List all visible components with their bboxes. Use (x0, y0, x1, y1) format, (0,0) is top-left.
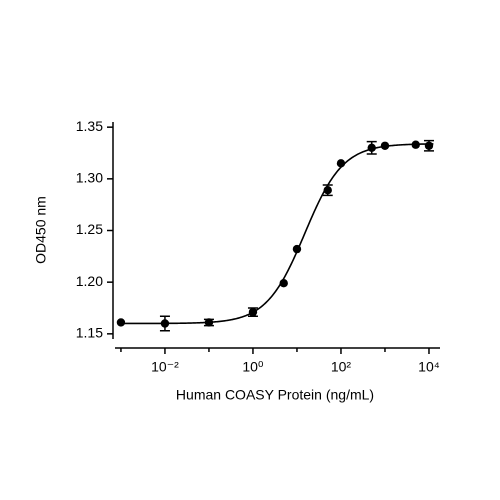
y-tick-label: 1.15 (76, 325, 103, 341)
data-point (336, 159, 346, 168)
data-point (367, 143, 376, 153)
data-point (380, 141, 390, 150)
x-tick-label: 10² (331, 359, 352, 375)
x-tick-label: 10⁰ (242, 359, 264, 375)
y-tick-label: 1.35 (76, 118, 103, 134)
data-point (279, 279, 288, 288)
data-point (424, 141, 434, 150)
data-point (160, 319, 170, 328)
data-point (116, 318, 126, 327)
fit-curve (117, 143, 434, 325)
y-axis-label: OD450 nm (33, 196, 49, 264)
x-tick-label: 10⁴ (418, 359, 440, 375)
y-tick-label: 1.25 (76, 221, 103, 237)
x-tick-label: 10⁻² (151, 359, 179, 375)
y-tick-label: 1.20 (76, 273, 103, 289)
data-point (204, 318, 214, 327)
x-axis-label: Human COASY Protein (ng/mL) (176, 387, 374, 403)
y-tick-label: 1.30 (76, 170, 103, 186)
data-point (411, 140, 420, 149)
data-point (323, 186, 332, 195)
data-point (292, 244, 302, 254)
data-point (248, 307, 258, 317)
